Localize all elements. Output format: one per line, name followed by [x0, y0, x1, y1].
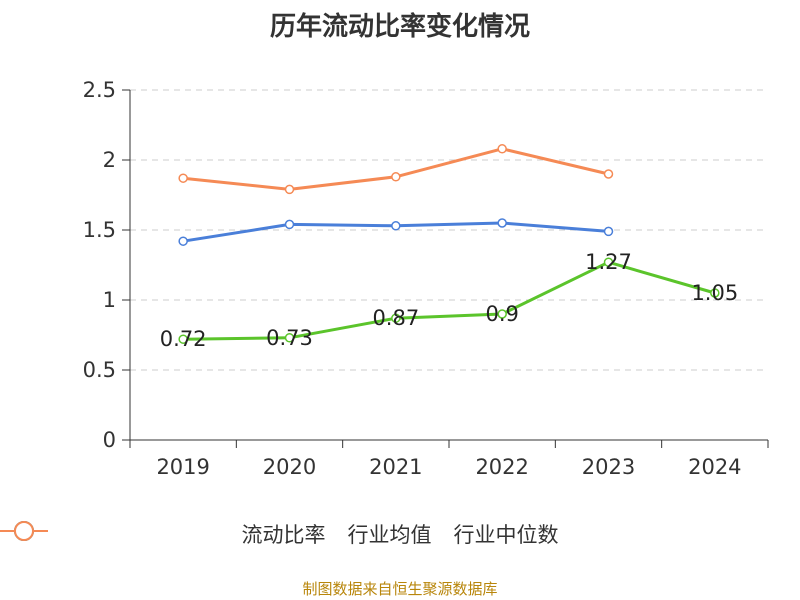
legend-item-industry-mean[interactable]: 行业均值 [0, 519, 432, 549]
legend-label: 行业中位数 [453, 523, 559, 547]
x-tick-label: 2020 [263, 455, 316, 479]
data-label: 1.27 [585, 250, 632, 274]
data-point[interactable] [603, 226, 614, 237]
x-tick-label: 2023 [582, 455, 635, 479]
data-point[interactable] [710, 288, 720, 298]
data-point[interactable] [284, 333, 295, 343]
data-point[interactable] [178, 334, 188, 344]
y-tick-label: 1 [103, 288, 116, 312]
data-point[interactable] [497, 218, 507, 228]
legend-swatch-icon [0, 521, 48, 541]
data-label: 0.87 [372, 306, 419, 330]
data-point[interactable] [284, 219, 295, 230]
data-point[interactable] [391, 172, 401, 182]
legend-item-industry-median[interactable]: 行业中位数 [0, 519, 559, 549]
data-label: 1.05 [691, 281, 738, 305]
y-tick-label: 0 [103, 428, 116, 452]
series-line [183, 260, 716, 341]
x-tick-label: 2024 [688, 455, 741, 479]
legend-label: 行业均值 [347, 523, 432, 547]
data-point[interactable] [391, 221, 401, 231]
data-point[interactable] [497, 144, 507, 154]
data-point[interactable] [603, 257, 614, 267]
data-point[interactable] [178, 173, 188, 183]
y-tick-label: 0.5 [83, 358, 116, 382]
legend-label: 流动比率 [241, 523, 326, 547]
data-point[interactable] [178, 236, 188, 246]
data-label: 0.72 [160, 327, 207, 351]
data-label: 0.73 [266, 326, 313, 350]
y-tick-label: 1.5 [83, 218, 116, 242]
data-point[interactable] [497, 309, 507, 319]
data-label: 0.9 [485, 302, 518, 326]
data-point[interactable] [284, 184, 295, 195]
data-point[interactable] [603, 169, 614, 179]
y-tick-label: 2 [103, 148, 116, 172]
x-tick-label: 2021 [369, 455, 422, 479]
series-line [183, 147, 609, 191]
legend: 流动比率 行业均值 行业中位数 [0, 519, 800, 549]
x-tick-label: 2022 [475, 455, 528, 479]
legend-item-current-ratio[interactable]: 流动比率 [0, 519, 326, 549]
chart-title: 历年流动比率变化情况 [269, 12, 530, 42]
source-note: 制图数据来自恒生聚源数据库 [302, 580, 498, 598]
x-tick-label: 2019 [156, 455, 209, 479]
y-tick-label: 2.5 [83, 78, 116, 102]
data-point[interactable] [391, 313, 401, 323]
